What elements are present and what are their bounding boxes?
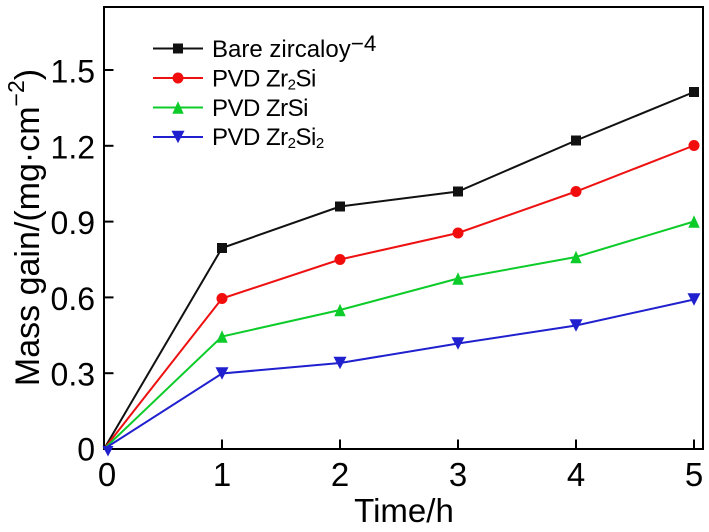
svg-text:4: 4 (567, 456, 585, 493)
svg-text:0: 0 (77, 432, 95, 468)
svg-text:Mass gain/(mg·cm−2): Mass gain/(mg·cm−2) (3, 69, 47, 386)
svg-text:3: 3 (449, 456, 467, 493)
svg-text:0.9: 0.9 (51, 205, 95, 241)
svg-text:0.3: 0.3 (51, 357, 95, 393)
svg-text:1: 1 (213, 456, 231, 493)
svg-text:Time/h: Time/h (354, 492, 454, 529)
svg-text:2: 2 (331, 456, 349, 493)
svg-text:0: 0 (98, 456, 116, 493)
svg-text:0.6: 0.6 (51, 281, 95, 317)
svg-text:5: 5 (685, 456, 703, 493)
svg-text:Bare zircaloy−4: Bare zircaloy−4 (212, 31, 376, 63)
svg-text:1.2: 1.2 (51, 129, 95, 165)
svg-text:1.5: 1.5 (51, 54, 95, 90)
svg-text:PVD Zr2Si: PVD Zr2Si (212, 65, 316, 93)
svg-text:PVD ZrSi: PVD ZrSi (212, 95, 308, 122)
svg-text:PVD Zr2Si2: PVD Zr2Si2 (212, 124, 324, 152)
